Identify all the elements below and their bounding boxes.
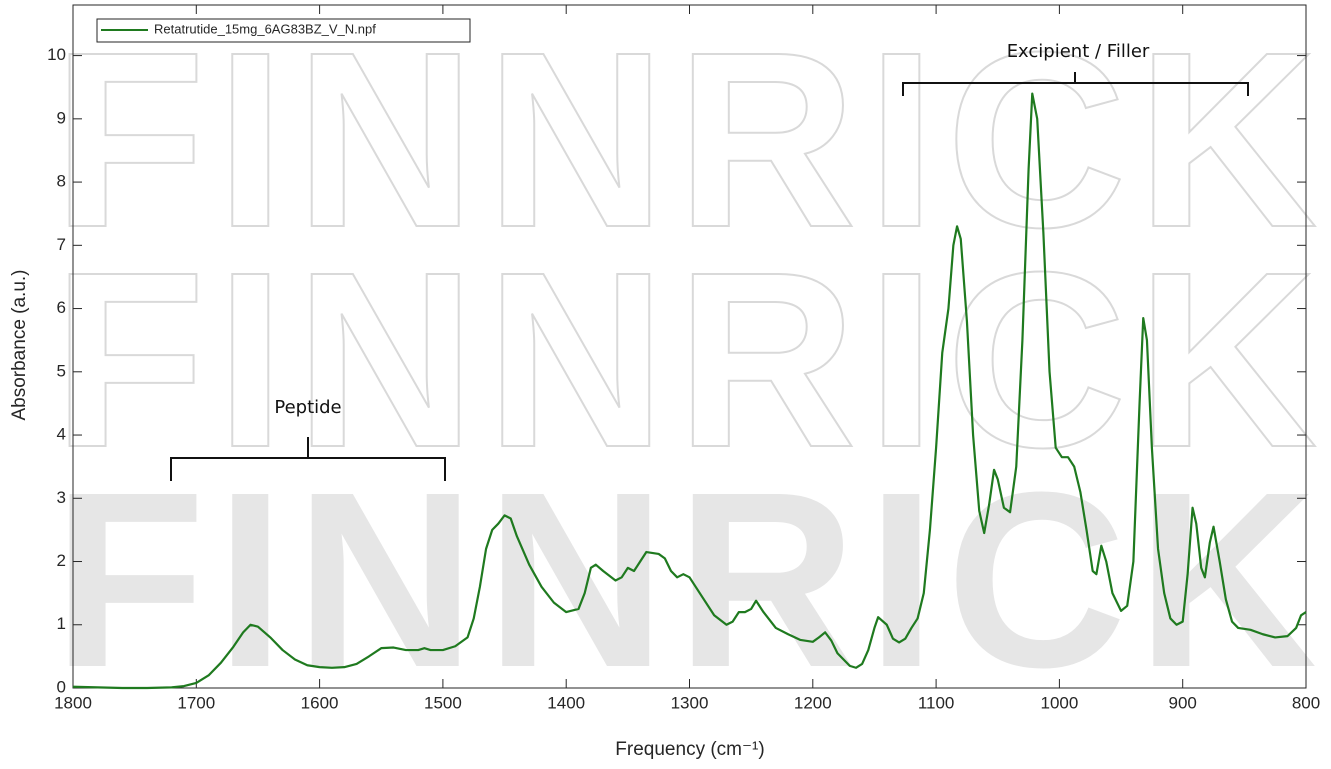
- bracket: [170, 437, 446, 481]
- x-tick-label: 1600: [301, 693, 339, 712]
- y-tick-label: 2: [57, 551, 66, 570]
- y-tick-label: 4: [57, 425, 66, 444]
- legend-label: Retatrutide_15mg_6AG83BZ_V_N.npf: [154, 21, 376, 36]
- watermark-text: FINNRICK: [53, 220, 1327, 499]
- y-tick-label: 8: [57, 172, 66, 191]
- y-tick-label: 3: [57, 488, 66, 507]
- x-tick-label: 900: [1169, 693, 1197, 712]
- x-tick-label: 1100: [918, 693, 955, 712]
- x-axis-label: Frequency (cm⁻¹): [615, 739, 764, 760]
- annotation: Peptide: [274, 397, 341, 418]
- bracket: [902, 72, 1249, 96]
- x-tick-label: 1500: [424, 693, 462, 712]
- legend: [96, 18, 471, 43]
- watermark-text: FINNRICK: [53, 0, 1327, 279]
- annotation: Excipient / Filler: [1007, 41, 1150, 62]
- x-tick-label: 1800: [54, 693, 92, 712]
- y-tick-label: 9: [57, 108, 66, 127]
- y-tick-label: 7: [57, 235, 66, 254]
- x-tick-label: 1000: [1040, 693, 1078, 712]
- y-tick-label: 0: [57, 677, 66, 696]
- y-tick-label: 6: [57, 298, 66, 317]
- watermark: FINNRICK FINNRICK FINNRICK: [52, 0, 1327, 719]
- x-tick-label: 800: [1292, 693, 1320, 712]
- y-tick-label: 10: [47, 45, 66, 64]
- series-line: [72, 92, 1307, 690]
- x-tick-label: 1400: [547, 693, 585, 712]
- y-axis-label: Absorbance (a.u.): [9, 269, 30, 420]
- x-tick-label: 1200: [794, 693, 832, 712]
- watermark-text: FINNRICK: [53, 440, 1327, 719]
- x-tick-label: 1700: [177, 693, 215, 712]
- x-tick-label: 1300: [671, 693, 709, 712]
- y-tick-label: 5: [57, 361, 66, 380]
- y-tick-label: 1: [57, 614, 66, 633]
